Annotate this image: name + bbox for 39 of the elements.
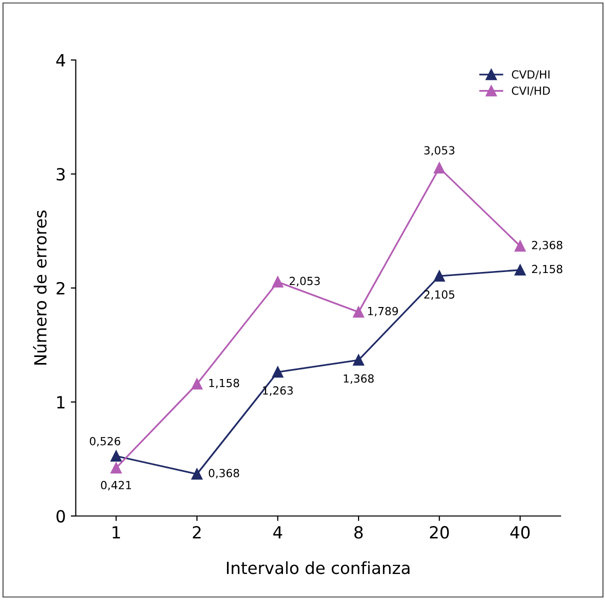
data-label: 2,105 — [424, 290, 454, 300]
legend-label: CVI/HD — [512, 86, 550, 96]
point — [272, 366, 284, 378]
legend-label: CVD/HI — [512, 70, 550, 80]
data-label: 2,368 — [532, 240, 562, 250]
x-tick-label: 4 — [273, 526, 282, 538]
point — [191, 468, 203, 480]
data-label: 2,158 — [532, 264, 562, 274]
x-tick-label: 40 — [510, 526, 530, 539]
point — [514, 264, 526, 276]
point — [352, 354, 364, 366]
data-label: 0,421 — [100, 480, 132, 490]
y-tick-label: 1 — [57, 396, 64, 408]
data-label: 1,789 — [368, 306, 398, 316]
data-label: 0,526 — [90, 436, 120, 447]
y-tick-label: 2 — [56, 282, 64, 294]
point — [434, 270, 445, 282]
x-tick-label: 2 — [192, 526, 201, 538]
point — [352, 306, 364, 318]
data-label: 2,053 — [290, 276, 320, 286]
y-axis-title: Número de errores — [33, 210, 47, 365]
point — [514, 240, 526, 252]
data-label: 0,368 — [208, 468, 240, 478]
data-label: 1,158 — [209, 378, 240, 388]
x-tick-label: 20 — [430, 526, 449, 539]
y-tick-label: 3 — [56, 168, 65, 181]
data-label: 1,263 — [263, 386, 293, 396]
data-label: 1,368 — [344, 374, 374, 384]
point — [191, 378, 203, 390]
data-label: 3,053 — [424, 146, 454, 156]
x-tick-label: 8 — [354, 526, 363, 539]
point — [110, 462, 122, 474]
point — [110, 450, 122, 462]
y-tick-label: 0 — [56, 510, 65, 523]
y-tick-label: 4 — [56, 54, 66, 66]
point — [434, 162, 445, 174]
point — [272, 276, 284, 288]
x-axis-title: Intervalo de confianza — [226, 561, 410, 574]
x-tick-label: 1 — [112, 526, 120, 538]
